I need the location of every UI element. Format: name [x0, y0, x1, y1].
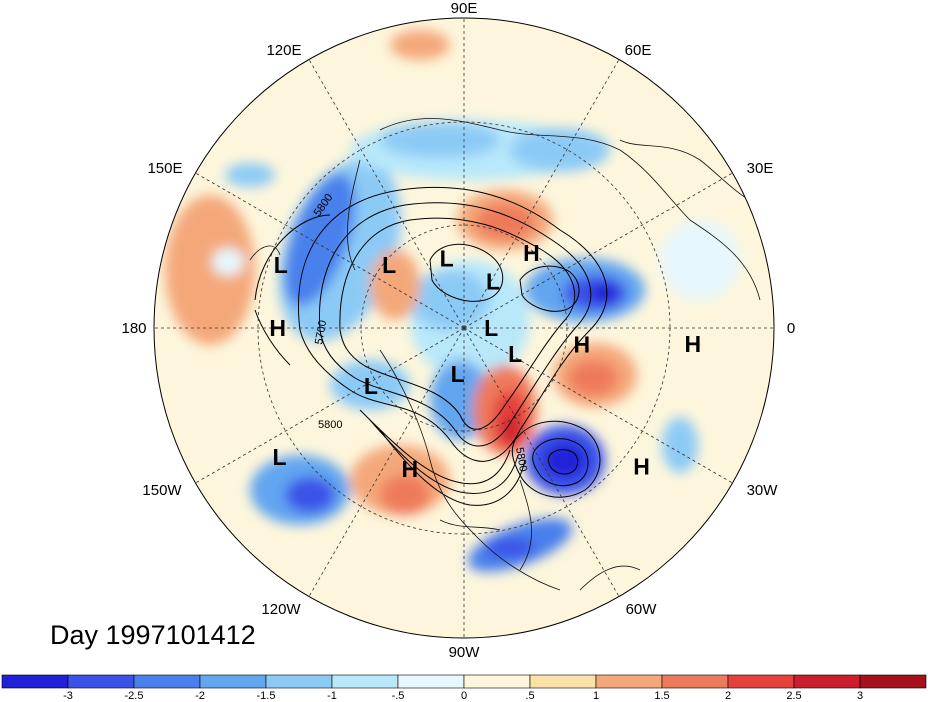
colorbar-swatch: [331, 674, 399, 689]
lon-label-60w: 60W: [626, 601, 658, 618]
colorbar-swatch: [859, 674, 927, 689]
lon-label-90e: 90E: [451, 0, 478, 17]
lon-label-30w: 30W: [747, 482, 779, 499]
high-pressure-label: H: [633, 454, 650, 480]
lon-label-60e: 60E: [625, 42, 652, 59]
colorbar-tick-label: 1.5: [654, 690, 669, 702]
low-pressure-label: L: [364, 373, 378, 399]
colorbar: -3 -2.5 -2 -1.5 -1 -.5 0 .5 1 1.5 2 2.5 3: [1, 674, 927, 702]
low-pressure-label: L: [508, 341, 522, 367]
map-boundary: [153, 17, 775, 639]
lon-label-120w: 120W: [261, 601, 301, 618]
high-pressure-label: H: [684, 331, 701, 357]
contour-labels: 5800 5700 5800 5800: [312, 192, 529, 473]
colorbar-swatch: [67, 674, 135, 689]
colorbar-tick-label: -2: [195, 690, 205, 702]
colorbar-swatch: [397, 674, 465, 689]
colorbar-tick-label: 0: [461, 690, 467, 702]
colorbar-tick-label: -2.5: [125, 690, 144, 702]
low-pressure-label: L: [274, 252, 288, 278]
lon-label-0: 0: [787, 320, 795, 337]
colorbar-tick-label: 2: [725, 690, 731, 702]
contour-label: 5800: [513, 446, 529, 472]
colorbar-swatch: [595, 674, 663, 689]
colorbar-swatch: [793, 674, 861, 689]
lon-label-90w: 90W: [449, 644, 481, 661]
contour-label: 5800: [318, 419, 342, 431]
colorbar-tick-label: .5: [525, 690, 534, 702]
colorbar-swatch: [529, 674, 597, 689]
colorbar-tick-label: -1.5: [257, 690, 276, 702]
colorbar-swatch: [1, 674, 69, 689]
coastlines: [249, 118, 771, 591]
graticule: [154, 18, 774, 638]
colorbar-swatch: [727, 674, 795, 689]
lon-label-120e: 120E: [266, 42, 301, 59]
colorbar-tick-label: -.5: [392, 690, 405, 702]
colorbar-tick-label: 3: [857, 690, 863, 702]
colorbar-swatch: [265, 674, 333, 689]
colorbar-tick-label: -3: [63, 690, 73, 702]
colorbar-swatch: [661, 674, 729, 689]
low-pressure-label: L: [440, 246, 454, 272]
longitude-labels: 90E 60E 30E 0 30W 60W 90W 120W 150W 180 …: [121, 0, 795, 661]
lon-label-30e: 30E: [747, 160, 774, 177]
high-pressure-label: H: [523, 240, 540, 266]
high-pressure-label: H: [401, 456, 418, 482]
lon-label-150e: 150E: [147, 160, 182, 177]
colorbar-swatch: [199, 674, 267, 689]
high-pressure-label: H: [269, 315, 286, 341]
height-contours: [254, 186, 608, 506]
low-pressure-label: L: [272, 444, 286, 470]
low-pressure-label: L: [382, 252, 396, 278]
lon-label-180: 180: [121, 320, 146, 337]
day-label: Day 1997101412: [50, 620, 256, 650]
colorbar-tick-label: -1: [327, 690, 337, 702]
low-pressure-label: L: [484, 315, 498, 341]
colorbar-tick-label: 2.5: [786, 690, 801, 702]
high-pressure-label: H: [573, 332, 590, 358]
colorbar-swatch: [463, 674, 531, 689]
low-pressure-label: L: [451, 361, 465, 387]
low-pressure-label: L: [486, 269, 500, 295]
colorbar-tick-label: 1: [593, 690, 599, 702]
lon-label-150w: 150W: [142, 482, 182, 499]
contour-label: 5700: [313, 319, 329, 345]
colorbar-swatch: [133, 674, 201, 689]
